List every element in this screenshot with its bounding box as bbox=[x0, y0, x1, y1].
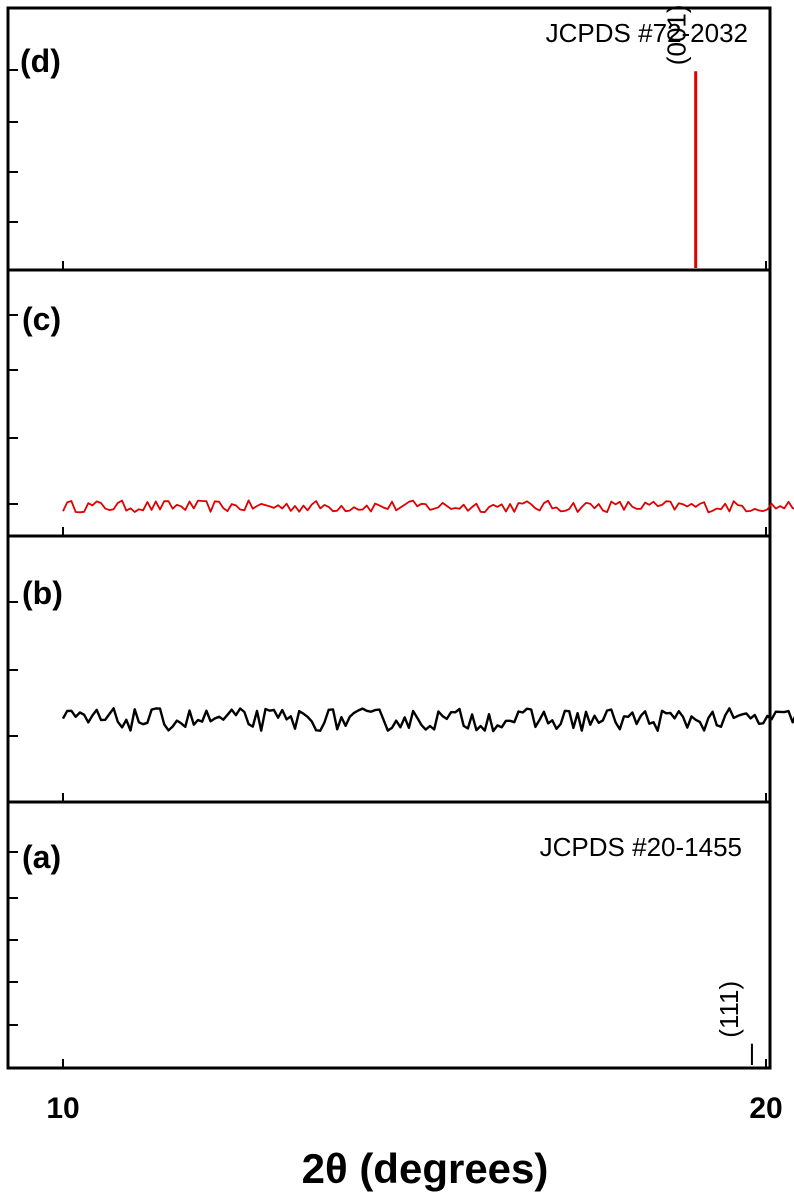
panel-b-marks: ZnSn(OH)6 bbox=[61, 707, 794, 733]
x-tick-label: 20 bbox=[749, 1092, 782, 1125]
panel-c-frame bbox=[6, 268, 772, 538]
panel-b: (b) ZnSn(OH)6 bbox=[6, 534, 794, 804]
x-tick-label: 10 bbox=[46, 1092, 79, 1125]
panel-c-pattern-line bbox=[62, 499, 794, 514]
panel-b-frame bbox=[6, 534, 772, 804]
x-axis: 10203040506070 bbox=[46, 1092, 782, 1125]
panel-a-frame bbox=[6, 800, 772, 1070]
panel-d-label: (d) bbox=[20, 43, 61, 79]
panel-a-label: (a) bbox=[22, 839, 61, 875]
panel-d-reference: JCPDS #72-2032 bbox=[546, 18, 748, 48]
panel-b-label: (b) bbox=[22, 575, 63, 611]
panel-c: (c) Zn(OH)2Zn2SnO4 bbox=[6, 268, 794, 538]
panel-d-peak-label: (001) bbox=[662, 4, 692, 65]
panel-c-marks: Zn(OH)2Zn2SnO4 bbox=[62, 499, 794, 514]
panel-c-label: (c) bbox=[22, 301, 61, 337]
panel-a-peak-label: (111) bbox=[714, 981, 744, 1038]
panel-a: (a) JCPDS #20-1455 (111)(200)(220)(222)(… bbox=[6, 800, 772, 1070]
panel-d-marks: (001)(100)(011)(002)(102)(110)(003)(111) bbox=[662, 4, 698, 268]
x-axis-title: 2θ (degrees) bbox=[302, 1145, 549, 1192]
panel-a-reference: JCPDS #20-1455 bbox=[540, 832, 742, 862]
panel-b-pattern-line bbox=[61, 707, 794, 733]
panel-d: (d) JCPDS #72-2032 (001)(100)(011)(002)(… bbox=[6, 4, 772, 272]
panel-a-marks: (111)(200)(220)(222)(400)(420)(422) bbox=[714, 981, 753, 1065]
